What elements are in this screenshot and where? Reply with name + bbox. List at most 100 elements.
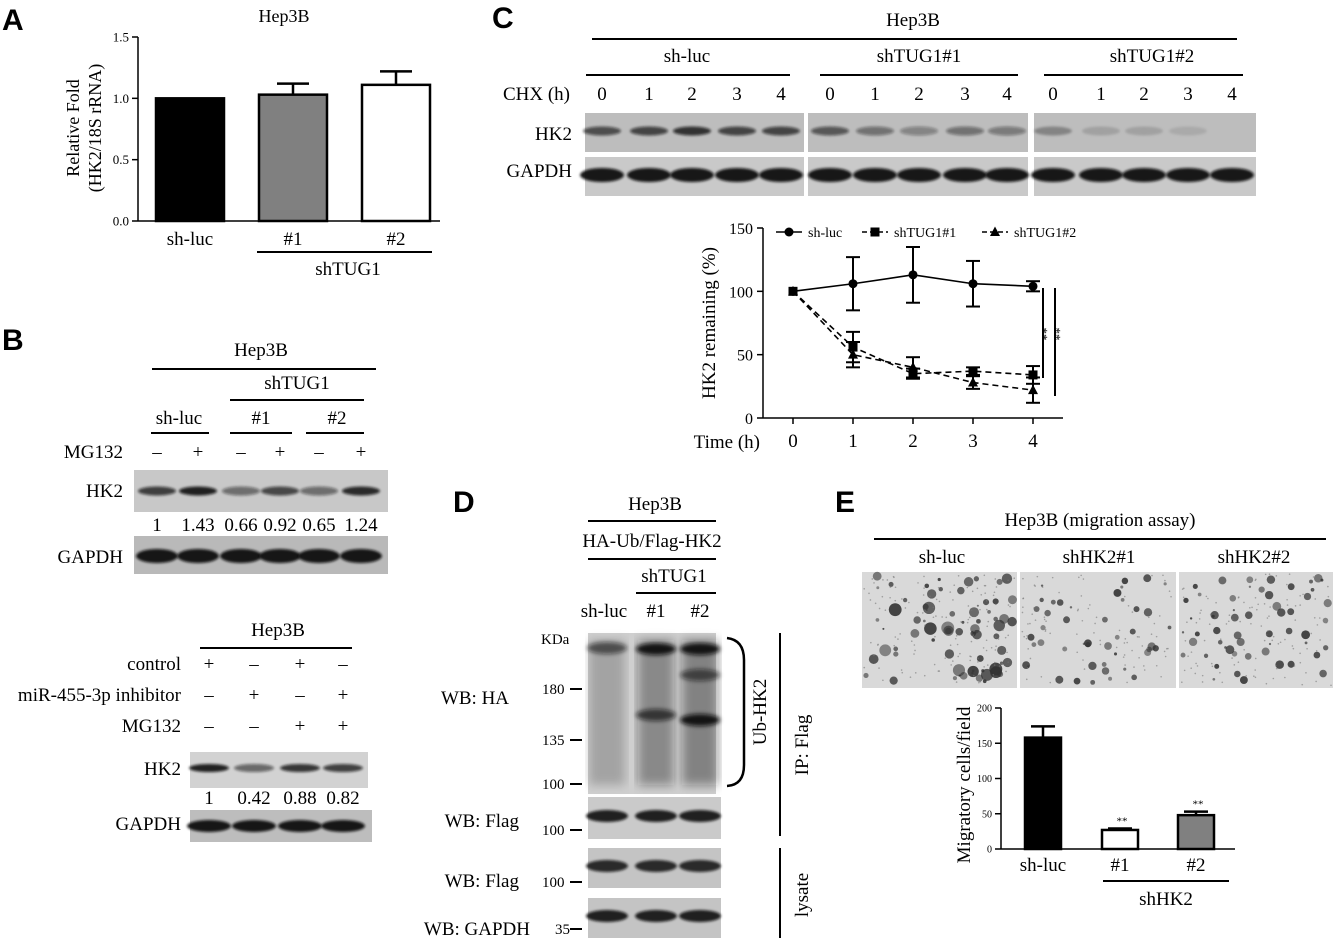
migrated-cell [1163, 582, 1167, 586]
mg132-sign: – [151, 442, 162, 463]
membrane-pore [1254, 669, 1256, 671]
significance-label: ** [1039, 328, 1054, 341]
membrane-pore [1183, 669, 1186, 672]
membrane-pore [979, 680, 982, 683]
membrane-pore [1254, 596, 1257, 599]
migrated-cell [976, 604, 979, 607]
migrated-cell [970, 624, 980, 634]
panel-d-marker-180: 180 [542, 682, 565, 698]
membrane-pore [1207, 597, 1209, 600]
x-tick-label: 0 [788, 431, 798, 452]
blot-band [946, 126, 984, 136]
membrane-pore [952, 599, 954, 601]
migrated-cell [1022, 661, 1031, 670]
quant-value: 0.88 [283, 788, 316, 809]
blot-band [321, 820, 365, 832]
membrane-pore [1164, 579, 1166, 582]
membrane-pore [957, 668, 960, 671]
panel-c-chart: 0 50 100 150 0 1 2 3 4 Time (h) HK2 remaining (%) s… [694, 221, 1077, 453]
membrane-pore [1007, 579, 1009, 582]
data-point [968, 377, 978, 387]
membrane-pore [913, 644, 916, 646]
panel-e-group-label: shHK2 [1139, 889, 1193, 910]
membrane-pore [1027, 623, 1029, 625]
membrane-pore [1219, 638, 1222, 641]
migrated-cell [967, 665, 979, 678]
panel-a-title: Hep3B [259, 6, 310, 26]
panel-b-gapdh-label: GAPDH [58, 547, 124, 568]
panel-e-chart: 0 50 100 150 200 sh-luc #1 #2 ** ** [977, 704, 1235, 876]
migrated-cell [1239, 676, 1248, 684]
migrated-cell [949, 611, 956, 617]
migrated-cell [1285, 627, 1293, 635]
panel-label-b: B [2, 324, 24, 357]
membrane-pore [1031, 613, 1034, 615]
blot-band [340, 549, 382, 563]
migrated-cell [1188, 637, 1198, 647]
blot-band [988, 126, 1026, 136]
membrane-pore [956, 643, 959, 646]
membrane-pore [983, 666, 985, 668]
membrane-pore [1033, 607, 1035, 609]
blot-band [679, 810, 721, 822]
membrane-pore [889, 596, 891, 599]
migrated-cell [888, 581, 894, 587]
migrated-cell [1113, 588, 1122, 597]
membrane-pore [966, 621, 969, 624]
membrane-pore [1158, 615, 1161, 617]
membrane-pore [957, 655, 960, 658]
panel-c-gapdh-blot [580, 157, 1256, 196]
membrane-pore [1009, 605, 1011, 608]
panel-label-c: C [492, 2, 514, 35]
migrated-cell [1090, 679, 1096, 685]
y-tick-label: 0 [987, 845, 992, 856]
membrane-pore [1133, 666, 1135, 668]
migrated-cell [1214, 663, 1220, 669]
panel-d-cell: Hep3B [628, 494, 682, 515]
membrane-pore [868, 592, 870, 595]
panel-a-group-label: shTUG1 [315, 259, 380, 280]
blot-band [1213, 127, 1251, 136]
blot-smear [589, 640, 625, 785]
membrane-pore [1263, 603, 1266, 605]
blot-band [856, 126, 894, 136]
membrane-pore [935, 598, 938, 601]
migrated-cell [1033, 606, 1040, 613]
data-point [968, 366, 978, 376]
membrane-pore [1163, 650, 1166, 653]
membrane-pore [1221, 681, 1224, 684]
membrane-pore [1076, 609, 1079, 612]
blot-band [586, 810, 628, 822]
panel-b2-hk2-blot [189, 752, 368, 788]
membrane-pore [1076, 651, 1079, 654]
blot-band [587, 642, 627, 654]
membrane-pore [923, 575, 925, 578]
panel-d-lane-1: #1 [647, 601, 666, 622]
membrane-pore [1195, 621, 1198, 624]
membrane-pore [987, 620, 990, 623]
migrated-cell [1031, 642, 1037, 648]
membrane-pore [873, 654, 875, 657]
migrated-cell [1275, 660, 1284, 669]
membrane-pore [957, 574, 960, 577]
membrane-pore [894, 599, 897, 602]
membrane-pore [1250, 622, 1252, 625]
migrated-cell [976, 655, 984, 662]
membrane-pore [1007, 634, 1010, 637]
panel-b-lane-shluc: sh-luc [156, 408, 202, 429]
blot-band [189, 764, 229, 772]
group-label: shTUG1#2 [1110, 46, 1194, 67]
membrane-pore [1201, 681, 1204, 683]
membrane-pore [1231, 657, 1233, 659]
membrane-pore [954, 637, 957, 640]
panel-b-hk2-blot [134, 470, 388, 512]
quant-value: 1 [152, 515, 162, 536]
membrane-pore [1127, 604, 1130, 607]
membrane-pore [1051, 576, 1054, 579]
membrane-pore [1310, 632, 1313, 635]
membrane-pore [1269, 606, 1271, 608]
migrated-cell [1225, 645, 1235, 655]
panel-e-image-label-shhk2-1: shHK2#1 [1063, 547, 1136, 568]
blot-band [680, 643, 720, 655]
